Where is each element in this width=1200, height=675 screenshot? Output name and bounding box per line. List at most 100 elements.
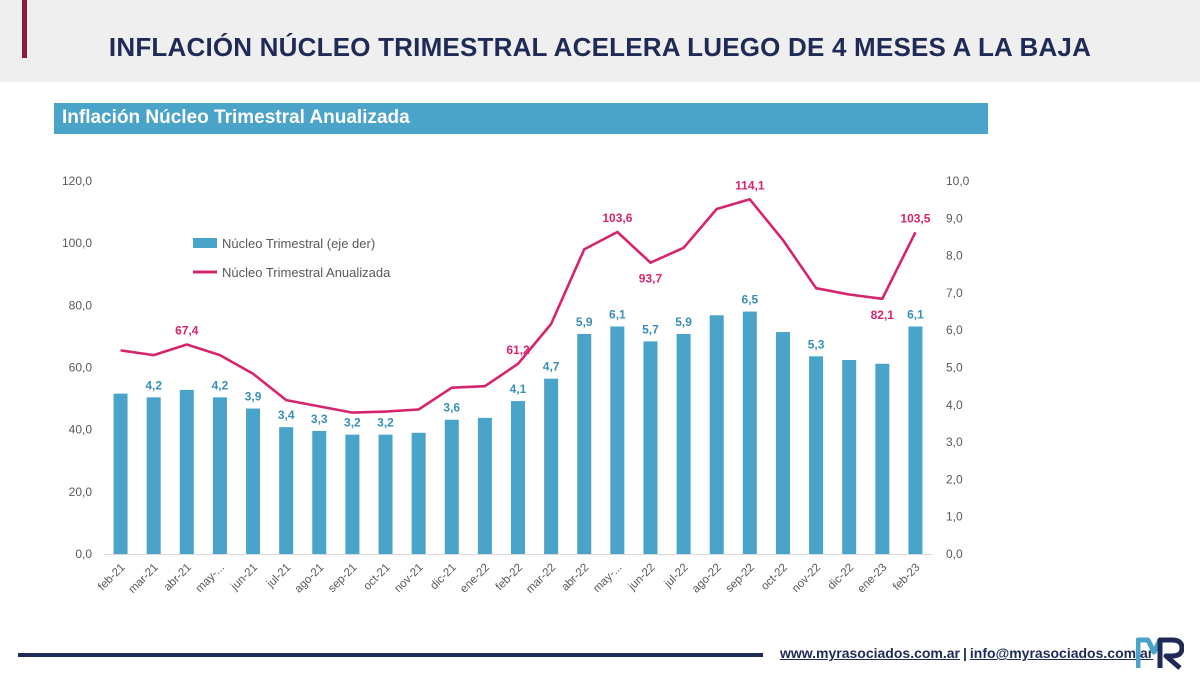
header-accent-bar [22,0,27,58]
y-left-tick-label: 20,0 [69,485,93,499]
bar-data-label: 4,1 [510,382,527,396]
bar-data-label: 5,9 [675,315,692,329]
x-tick-label: dic-21 [428,562,459,593]
x-tick-label: jul-21 [264,562,293,591]
x-tick-label: abr-21 [162,562,194,594]
bar-data-label: 6,1 [907,307,924,321]
bar [875,363,890,554]
x-tick-label: feb-22 [494,562,526,594]
bar [345,434,360,554]
combo-chart: 0,0 20,0 40,0 60,0 80,0 100,0 120,0 0,0 1,0 2,0 3,… [62,174,970,596]
x-tick-label: nov-22 [790,562,823,595]
y-right-tick-label: 3,0 [946,435,963,449]
bar-data-label: 4,7 [543,360,560,374]
bar-data-label: 4,2 [145,378,162,392]
y-left-tick-label: 120,0 [62,174,92,188]
website-link[interactable]: www.myrasociados.com.ar [780,645,960,661]
bar [378,434,393,554]
x-tick-label: ene-23 [856,562,890,596]
bar [610,326,625,554]
y-right-tick-label: 0,0 [946,547,963,561]
footer-separator: | [963,645,967,661]
x-tick-label: oct-22 [759,562,790,593]
line-data-label: 61,2 [506,343,530,357]
y-left-tick-label: 80,0 [69,298,93,312]
bar-data-label: 5,3 [808,337,825,351]
bar [709,315,724,554]
x-tick-label: feb-21 [96,562,128,594]
mr-logo-icon [1136,637,1184,670]
bar-data-label: 3,3 [311,412,328,426]
chart-subtitle-bar: Inflación Núcleo Trimestral Anualizada [54,103,988,134]
bar [544,378,559,554]
x-tick-label: ene-22 [458,562,492,596]
line-data-label: 93,7 [639,272,663,286]
bar [411,432,426,554]
line-data-label: 82,1 [871,308,895,322]
y-left-tick-label: 0,0 [75,547,92,561]
x-tick-label: feb-23 [891,562,923,594]
x-tick-label: sep-21 [326,562,359,595]
x-tick-label: ago-22 [690,562,724,596]
bar-data-label: 3,6 [443,401,460,415]
bar-data-label: 6,1 [609,307,626,321]
bar-data-label: 3,9 [245,390,262,404]
x-tick-label: sep-22 [724,562,757,595]
footer-links: www.myrasociados.com.ar | info@myrasociado… [780,645,1153,661]
x-tick-label: abr-22 [559,562,591,594]
bar [842,360,857,554]
bar [742,311,757,554]
y-right-tick-label: 10,0 [946,174,970,188]
email-link[interactable]: info@myrasociados.com.ar [969,645,1154,661]
y-right-tick-label: 2,0 [946,472,963,486]
line-data-label: 67,4 [175,323,199,337]
bar [279,427,294,554]
x-tick-label: may-... [194,562,227,595]
x-tick-label: nov-21 [392,562,425,595]
y-right-tick-label: 5,0 [946,361,963,375]
chart-subtitle: Inflación Núcleo Trimestral Anualizada [62,107,410,128]
bar [113,393,128,554]
bar [643,341,658,554]
bar [444,419,459,554]
bar-data-label: 4,2 [212,378,229,392]
bar [212,397,227,554]
y-right-tick-label: 7,0 [946,286,963,300]
bar-data-label: 3,2 [344,416,361,430]
bar [477,417,492,554]
legend-line-label: Núcleo Trimestral Anualizada [222,265,391,280]
x-tick-label: mar-22 [524,562,558,596]
legend-bar-swatch [193,238,217,248]
bar-data-label: 6,5 [741,293,758,307]
bar [809,356,824,554]
bar [312,430,327,554]
header-band [0,0,1200,82]
bar [577,333,592,554]
bar-data-label: 3,4 [278,408,295,422]
bar-data-label: 5,7 [642,322,659,336]
bar [511,401,525,554]
x-tick-label: jul-22 [662,562,691,591]
x-tick-label: may-... [591,562,624,595]
y-right-tick-label: 4,0 [946,398,963,412]
line-data-label: 103,5 [900,211,930,225]
x-tick-label: mar-21 [127,562,161,596]
bar [908,326,923,554]
y-right-tick-label: 1,0 [946,510,963,524]
page-title: INFLACIÓN NÚCLEO TRIMESTRAL ACELERA LUEG… [108,32,1092,62]
y-left-tick-label: 40,0 [69,423,93,437]
bar [676,333,691,554]
line-data-label: 103,6 [602,211,632,225]
bar-data-label: 5,9 [576,315,593,329]
x-tick-label: jun-21 [228,562,260,594]
y-right-tick-label: 9,0 [946,211,963,225]
footer-divider [18,653,763,657]
x-tick-label: oct-21 [362,562,393,593]
y-left-tick-label: 60,0 [69,361,93,375]
x-tick-label: ago-21 [293,562,327,596]
y-right-tick-label: 8,0 [946,249,963,263]
bar-data-label: 3,2 [377,416,394,430]
y-right-tick-label: 6,0 [946,323,963,337]
bar [775,332,790,554]
x-tick-label: jun-22 [626,562,658,594]
